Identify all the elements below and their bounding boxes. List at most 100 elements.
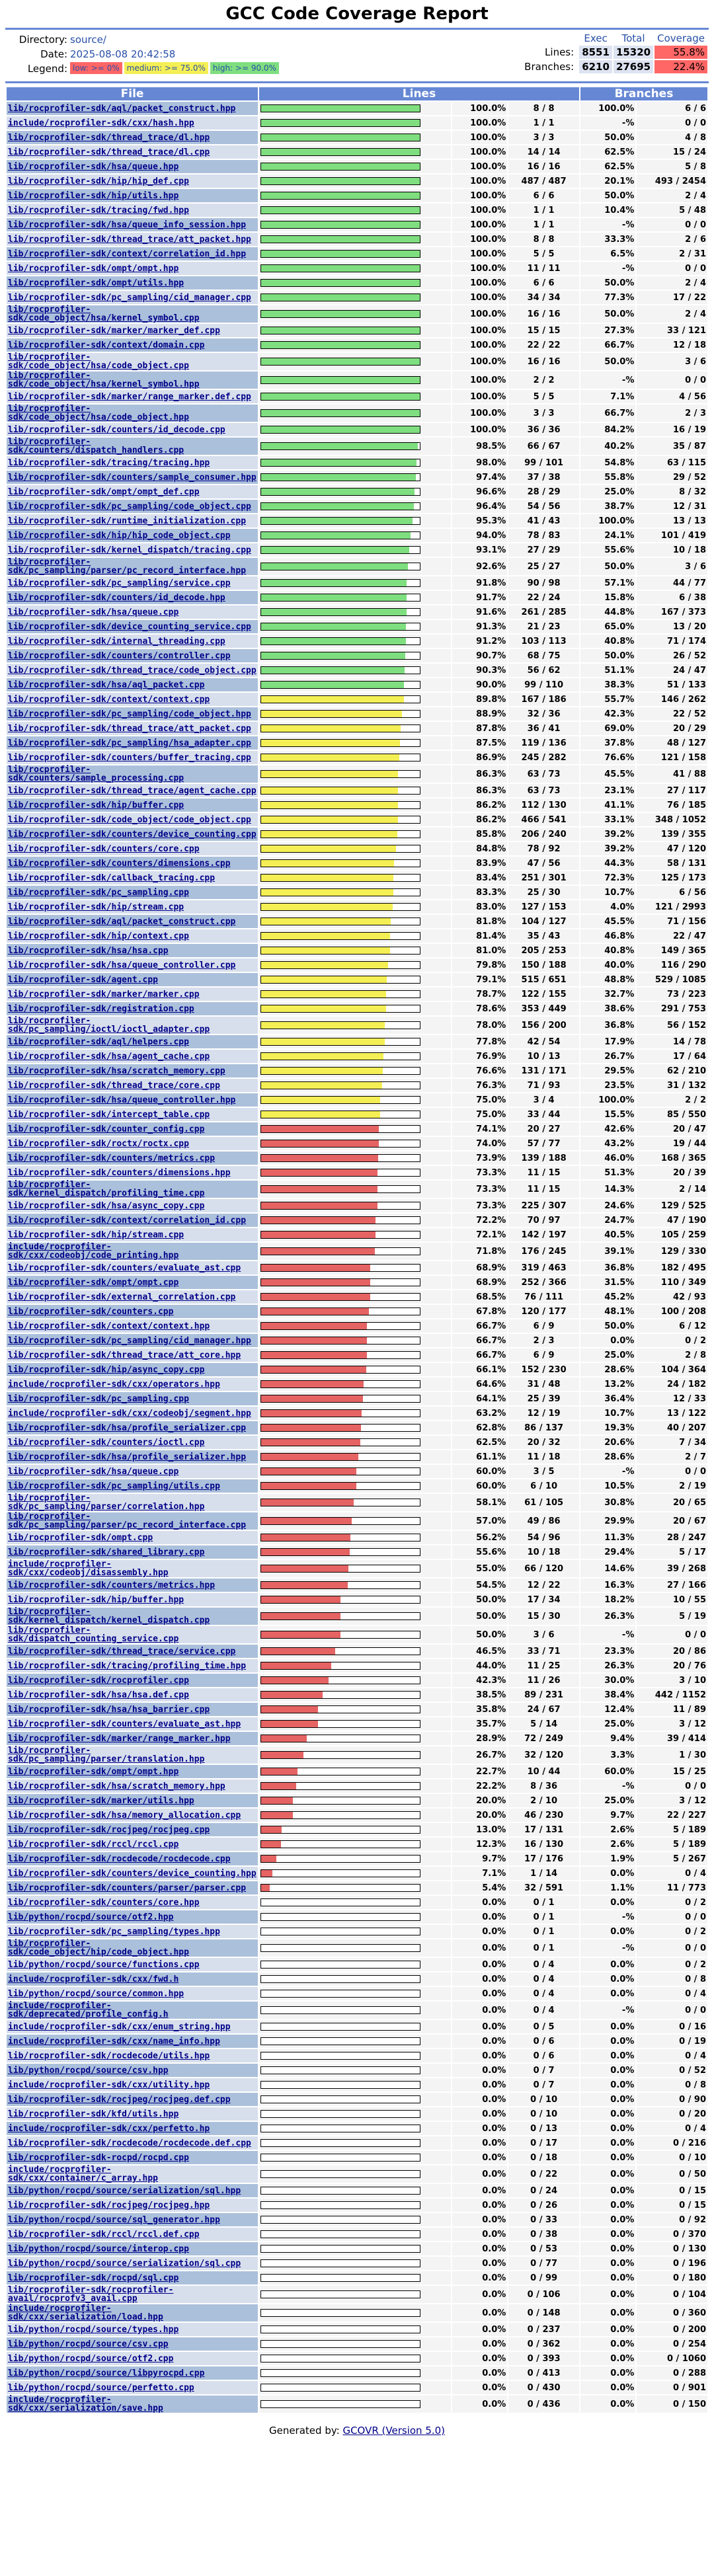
file-link[interactable]: lib/rocprofiler-sdk/hsa/queue_controller… <box>8 960 236 970</box>
file-link[interactable]: lib/rocprofiler-sdk/hsa/queue_info_sessi… <box>8 219 247 230</box>
file-link[interactable]: lib/rocprofiler-sdk/thread_trace/dl.cpp <box>8 147 210 157</box>
file-link[interactable]: lib/rocprofiler-sdk/callback_tracing.cpp <box>8 873 216 883</box>
file-link[interactable]: lib/rocprofiler-sdk/pc_sampling/parser/p… <box>8 557 247 576</box>
file-link[interactable]: lib/python/rocpd/source/functions.cpp <box>8 1959 200 1970</box>
file-link[interactable]: lib/rocprofiler-sdk/marker/range_marker.… <box>8 1733 231 1744</box>
file-link[interactable]: lib/rocprofiler-sdk/hsa/aql_packet.cpp <box>8 680 205 690</box>
file-link[interactable]: lib/rocprofiler-sdk/rocpd/sql.cpp <box>8 2273 179 2283</box>
file-link[interactable]: lib/rocprofiler-sdk/hsa/queue.cpp <box>8 607 179 617</box>
file-link[interactable]: lib/rocprofiler-sdk/aql/helpers.cpp <box>8 1036 189 1047</box>
file-link[interactable]: lib/rocprofiler-sdk/thread_trace/dl.hpp <box>8 132 210 143</box>
file-link[interactable]: include/rocprofiler-sdk/cxx/hash.hpp <box>8 118 194 128</box>
file-link[interactable]: lib/rocprofiler-sdk/pc_sampling/cid_mana… <box>8 1335 251 1346</box>
file-link[interactable]: lib/rocprofiler-sdk/counters/dimensions.… <box>8 1167 231 1178</box>
file-link[interactable]: lib/rocprofiler-sdk/internal_threading.c… <box>8 636 225 646</box>
file-link[interactable]: lib/rocprofiler-sdk/pc_sampling/types.hp… <box>8 1926 220 1937</box>
file-link[interactable]: lib/rocprofiler-sdk/rocjpeg/rocjpeg.hpp <box>8 2200 210 2210</box>
file-link[interactable]: lib/rocprofiler-sdk/counters/core.cpp <box>8 843 200 854</box>
file-link[interactable]: lib/python/rocpd/source/types.hpp <box>8 2324 179 2335</box>
file-link[interactable]: lib/rocprofiler-sdk/context/domain.cpp <box>8 340 205 350</box>
file-link[interactable]: lib/rocprofiler-sdk/kernel_dispatch/prof… <box>8 1180 205 1198</box>
file-link[interactable]: lib/rocprofiler-sdk/ompt.cpp <box>8 1532 153 1543</box>
file-link[interactable]: lib/rocprofiler-sdk/hsa/profile_serializ… <box>8 1423 247 1433</box>
file-link[interactable]: lib/rocprofiler-sdk/kernel_dispatch/kern… <box>8 1607 210 1625</box>
file-link[interactable]: lib/rocprofiler-sdk/ompt/ompt_def.cpp <box>8 487 200 497</box>
file-column-header[interactable]: File <box>7 87 258 100</box>
file-link[interactable]: include/rocprofiler-sdk/cxx/serializatio… <box>8 2304 163 2322</box>
file-link[interactable]: lib/rocprofiler-sdk/hsa/scratch_memory.h… <box>8 1781 225 1791</box>
file-link[interactable]: lib/rocprofiler-sdk/rccl/rccl.def.cpp <box>8 2229 200 2240</box>
file-link[interactable]: lib/rocprofiler-sdk/thread_trace/att_pac… <box>8 234 251 245</box>
file-link[interactable]: lib/rocprofiler-sdk/thread_trace/agent_c… <box>8 785 257 796</box>
file-link[interactable]: lib/rocprofiler-sdk/intercept_table.cpp <box>8 1109 210 1120</box>
file-link[interactable]: lib/rocprofiler-sdk/marker/range_marker.… <box>8 391 251 402</box>
file-link[interactable]: lib/rocprofiler-sdk/hip/stream.cpp <box>8 902 184 912</box>
file-link[interactable]: lib/rocprofiler-sdk/counters/sample_proc… <box>8 765 184 783</box>
file-link[interactable]: lib/rocprofiler-sdk/counters/evaluate_as… <box>8 1719 241 1729</box>
file-link[interactable]: lib/rocprofiler-sdk/dispatch_counting_se… <box>8 1625 179 1644</box>
file-link[interactable]: lib/rocprofiler-sdk/rocdecode/rocdecode.… <box>8 2138 251 2148</box>
file-link[interactable]: include/rocprofiler-sdk/cxx/codeobj/disa… <box>8 1559 169 1578</box>
file-link[interactable]: lib/rocprofiler-sdk/pc_sampling.cpp <box>8 887 189 898</box>
file-link[interactable]: lib/rocprofiler-sdk/rocprofiler.cpp <box>8 1675 189 1686</box>
file-link[interactable]: lib/rocprofiler-sdk/registration.cpp <box>8 1003 194 1014</box>
file-link[interactable]: lib/rocprofiler-sdk/hsa/async_copy.cpp <box>8 1200 205 1211</box>
file-link[interactable]: lib/python/rocpd/source/sql_generator.hp… <box>8 2214 220 2225</box>
file-link[interactable]: lib/rocprofiler-sdk/roctx/roctx.cpp <box>8 1138 189 1149</box>
file-link[interactable]: lib/rocprofiler-sdk/pc_sampling/code_obj… <box>8 501 251 512</box>
file-link[interactable]: lib/rocprofiler-sdk/context/correlation_… <box>8 1215 247 1226</box>
file-link[interactable]: lib/rocprofiler-sdk/pc_sampling/utils.cp… <box>8 1481 220 1491</box>
file-link[interactable]: lib/rocprofiler-sdk/counters/metrics.cpp <box>8 1153 216 1163</box>
file-link[interactable]: include/rocprofiler-sdk/cxx/name_info.hp… <box>8 2036 220 2047</box>
file-link[interactable]: lib/rocprofiler-sdk/code_object/hip/code… <box>8 1939 189 1957</box>
file-link[interactable]: lib/rocprofiler-sdk/ompt/ompt.hpp <box>8 1766 179 1777</box>
file-link[interactable]: lib/rocprofiler-sdk/hsa/queue_controller… <box>8 1095 236 1105</box>
file-link[interactable]: lib/rocprofiler-sdk/aql/packet_construct… <box>8 916 236 927</box>
file-link[interactable]: lib/rocprofiler-sdk/counters/ioctl.cpp <box>8 1437 205 1448</box>
file-link[interactable]: lib/rocprofiler-sdk/pc_sampling.cpp <box>8 1393 189 1404</box>
file-link[interactable]: lib/rocprofiler-sdk/counters/sample_cons… <box>8 472 257 483</box>
file-link[interactable]: lib/rocprofiler-sdk/code_object/hsa/code… <box>8 404 189 422</box>
file-link[interactable]: lib/rocprofiler-sdk/hsa/scratch_memory.c… <box>8 1066 225 1076</box>
file-link[interactable]: lib/rocprofiler-sdk/hip/utils.hpp <box>8 190 179 201</box>
file-link[interactable]: lib/rocprofiler-sdk/thread_trace/code_ob… <box>8 665 257 676</box>
file-link[interactable]: include/rocprofiler-sdk/deprecated/profi… <box>8 2001 169 2019</box>
file-link[interactable]: lib/rocprofiler-sdk-rocpd/rocpd.cpp <box>8 2152 189 2163</box>
file-link[interactable]: lib/rocprofiler-sdk/marker/utils.hpp <box>8 1795 194 1806</box>
file-link[interactable]: lib/python/rocpd/source/otf2.hpp <box>8 1912 174 1922</box>
gcovr-link[interactable]: GCOVR (Version 5.0) <box>342 2425 446 2437</box>
file-link[interactable]: lib/rocprofiler-sdk/runtime_initializati… <box>8 516 247 526</box>
file-link[interactable]: lib/rocprofiler-sdk/hip/buffer.hpp <box>8 1594 184 1605</box>
file-link[interactable]: lib/rocprofiler-sdk/marker/marker_def.cp… <box>8 325 220 336</box>
file-link[interactable]: lib/python/rocpd/source/otf2.cpp <box>8 2353 174 2364</box>
file-link[interactable]: lib/rocprofiler-sdk/code_object/hsa/kern… <box>8 305 200 323</box>
file-link[interactable]: lib/rocprofiler-sdk/kernel_dispatch/trac… <box>8 545 251 555</box>
file-link[interactable]: lib/rocprofiler-sdk/rocdecode/rocdecode.… <box>8 1854 231 1864</box>
file-link[interactable]: lib/python/rocpd/source/csv.cpp <box>8 2339 169 2349</box>
file-link[interactable]: lib/rocprofiler-sdk/pc_sampling/parser/c… <box>8 1493 205 1512</box>
file-link[interactable]: lib/rocprofiler-sdk/counters/parser/pars… <box>8 1883 247 1893</box>
file-link[interactable]: include/rocprofiler-sdk/cxx/perfetto.hp <box>8 2123 210 2134</box>
file-link[interactable]: lib/rocprofiler-sdk/pc_sampling/ioctl/io… <box>8 1016 210 1034</box>
file-link[interactable]: lib/rocprofiler-sdk/counters/evaluate_as… <box>8 1263 241 1273</box>
file-link[interactable]: lib/rocprofiler-sdk/ompt/ompt.cpp <box>8 1277 179 1288</box>
file-link[interactable]: include/rocprofiler-sdk/cxx/codeobj/code… <box>8 1242 179 1261</box>
file-link[interactable]: lib/rocprofiler-sdk/counters/device_coun… <box>8 1868 257 1879</box>
file-link[interactable]: lib/rocprofiler-sdk/counters/buffer_trac… <box>8 752 251 763</box>
file-link[interactable]: lib/rocprofiler-sdk/tracing/fwd.hpp <box>8 205 189 215</box>
file-link[interactable]: lib/rocprofiler-sdk/external_correlation… <box>8 1292 236 1302</box>
file-link[interactable]: lib/rocprofiler-sdk/context/correlation_… <box>8 249 247 259</box>
file-link[interactable]: lib/rocprofiler-sdk/hip/context.cpp <box>8 931 189 941</box>
file-link[interactable]: lib/rocprofiler-sdk/counters/id_decode.h… <box>8 592 225 603</box>
file-link[interactable]: lib/python/rocpd/source/libpyrocpd.cpp <box>8 2368 205 2378</box>
file-link[interactable]: lib/rocprofiler-sdk/rocjpeg/rocjpeg.cpp <box>8 1824 210 1835</box>
file-link[interactable]: lib/rocprofiler-sdk/rocprofiler-avail/ro… <box>8 2285 174 2304</box>
file-link[interactable]: lib/python/rocpd/source/serialization/sq… <box>8 2185 241 2196</box>
file-link[interactable]: lib/rocprofiler-sdk/hip/hip_def.cpp <box>8 176 189 186</box>
file-link[interactable]: lib/rocprofiler-sdk/aql/packet_construct… <box>8 103 236 114</box>
file-link[interactable]: lib/rocprofiler-sdk/thread_trace/att_pac… <box>8 723 251 734</box>
branches-column-header[interactable]: Branches <box>580 87 707 100</box>
file-link[interactable]: lib/rocprofiler-sdk/hip/buffer.cpp <box>8 800 184 810</box>
file-link[interactable]: lib/rocprofiler-sdk/hsa/hsa.cpp <box>8 945 169 956</box>
file-link[interactable]: lib/rocprofiler-sdk/rocjpeg/rocjpeg.def.… <box>8 2094 231 2105</box>
